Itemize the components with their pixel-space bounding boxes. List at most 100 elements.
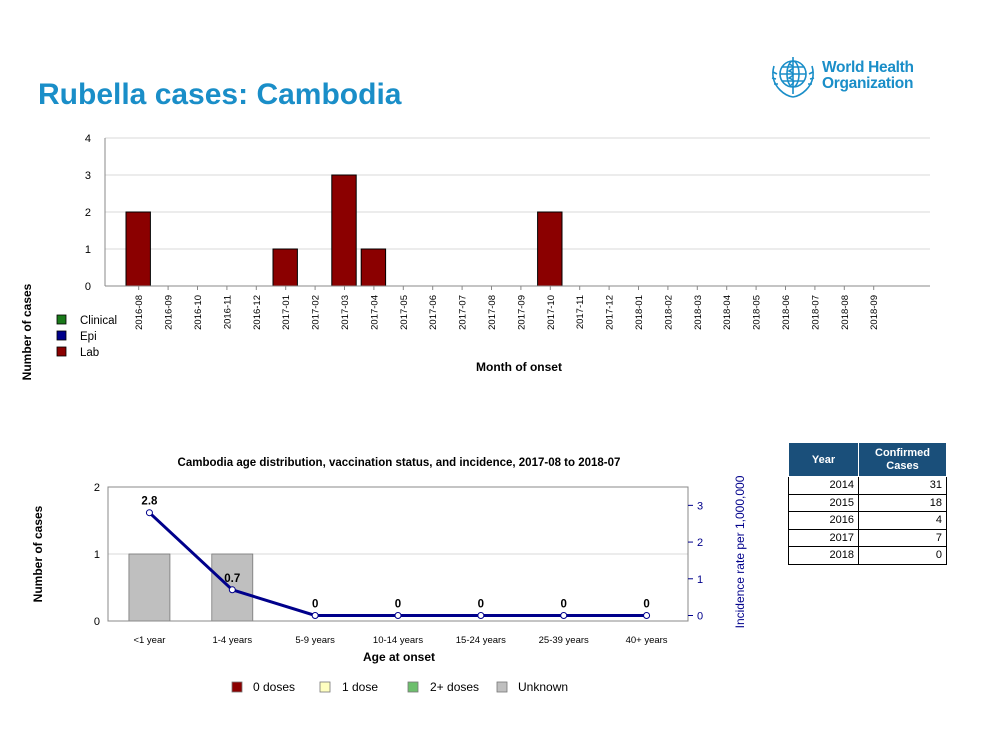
- chart1-ytick-label: 2: [85, 207, 91, 219]
- table-row: 2015 18: [788, 493, 947, 512]
- chart1-xtick-label: 2018-01: [634, 295, 645, 330]
- table-cell-year: 2014: [788, 476, 859, 495]
- chart1-xtick-label: 2017-12: [605, 295, 616, 330]
- chart1-xtick-label: 2018-06: [781, 295, 792, 330]
- table-header-cases: Confirmed Cases: [858, 442, 947, 477]
- chart1-legend-swatch: [56, 314, 67, 325]
- chart2-y2tick-label: 0: [697, 610, 703, 622]
- chart2-gridlines: [108, 486, 688, 555]
- chart2-bar-unknown: [128, 553, 171, 622]
- chart2-xtick-label: 15-24 years: [456, 635, 506, 646]
- chart2-y2label: Incidence rate per 1,000,000: [733, 475, 747, 628]
- chart1-ytick-label: 1: [85, 244, 91, 256]
- chart2-legend-label: Unknown: [518, 680, 568, 694]
- chart1-xtick-label: 2017-07: [458, 295, 469, 330]
- chart1-gridlines: [105, 137, 930, 250]
- chart1-legend: Clinical Epi Lab: [56, 314, 117, 359]
- chart1-xtick-label: 2017-11: [575, 295, 586, 329]
- chart1-xtick-label: 2018-09: [869, 295, 880, 330]
- chart2-legend-label: 0 doses: [253, 680, 295, 694]
- chart1-bar-lab: [360, 248, 387, 287]
- chart2-incidence-point: [228, 586, 236, 594]
- chart1-xtick-label: 2018-03: [693, 295, 704, 330]
- chart2-ytick-label: 0: [94, 616, 100, 628]
- chart1-legend-swatch: [56, 330, 67, 341]
- chart2-legend-swatch: [319, 681, 331, 693]
- chart1-xtick-label: 2018-05: [752, 295, 763, 330]
- chart2-xlabel: Age at onset: [363, 650, 435, 664]
- chart2-incidence-point: [145, 509, 153, 517]
- chart1-ytick-label: 3: [85, 170, 91, 182]
- table-row: 2017 7: [788, 528, 947, 547]
- chart1-bar-lab: [272, 248, 298, 287]
- chart1-axes: 0 1 2 3 4 2016-08 2016-09 2016-10 2016-11 2016-12…: [85, 133, 930, 330]
- chart1-legend-label: Clinical: [80, 315, 117, 327]
- chart2-title: Cambodia age distribution, vaccination s…: [178, 457, 621, 469]
- table-cell-cases: 4: [858, 511, 947, 530]
- chart2-legend-swatch: [407, 681, 419, 693]
- chart2-y2tick-label: 1: [697, 574, 703, 586]
- chart1-ytick-label: 4: [85, 133, 91, 145]
- chart2-incidence-point: [311, 611, 319, 619]
- table-cell-year: 2018: [788, 546, 859, 565]
- chart1-bar-lab: [125, 211, 151, 287]
- chart2-legend-label: 2+ doses: [430, 680, 479, 694]
- table-cell-cases: 18: [858, 493, 947, 512]
- chart1-xtick-label: 2016-10: [193, 295, 204, 330]
- table-cell-year: 2016: [788, 511, 859, 530]
- chart2-xtick-label: 1-4 years: [212, 635, 252, 646]
- chart1-xtick-label: 2018-04: [722, 295, 733, 330]
- chart2-incidence-point: [477, 611, 485, 619]
- chart2-xtick-label: 5-9 years: [295, 635, 335, 646]
- chart2-incidence-label: 0: [643, 598, 649, 610]
- table-header-year: Year: [788, 442, 859, 477]
- chart2-xtick-label: 40+ years: [626, 635, 668, 646]
- table-cell-year: 2017: [788, 528, 859, 547]
- chart2-incidence-label: 2.8: [141, 496, 158, 508]
- chart1-legend-label: Lab: [80, 347, 99, 359]
- chart1-xtick-label: 2017-06: [428, 295, 439, 330]
- chart1-xtick-label: 2018-08: [840, 295, 851, 330]
- chart1-xtick-label: 2016-08: [134, 295, 145, 330]
- chart1-xtick-label: 2016-09: [164, 295, 175, 330]
- chart1-xlabel: Month of onset: [476, 360, 562, 374]
- chart1-xtick-label: 2017-04: [369, 295, 380, 330]
- chart1-xtick-label: 2017-05: [399, 295, 410, 330]
- chart2-ylabel: Number of cases: [31, 505, 45, 602]
- chart1-xtick-label: 2018-07: [810, 295, 821, 330]
- chart1-xtick-label: 2017-01: [281, 295, 292, 330]
- chart1-bar-lab: [331, 174, 357, 287]
- chart2-ytick-label: 1: [94, 549, 100, 561]
- chart1-xtick-label: 2017-09: [516, 295, 527, 330]
- table-cell-cases: 7: [858, 528, 947, 547]
- monthly-cases-chart: 0 1 2 3 4 2016-08 2016-09 2016-10 2016-11 2016-12…: [20, 133, 930, 380]
- chart2-y2tick-label: 3: [697, 500, 703, 512]
- who-logo-text: World Health Organization: [822, 59, 914, 92]
- chart2-y2tick-label: 2: [697, 537, 703, 549]
- chart2-legend: 0 doses 1 dose 2+ doses Unknown: [231, 680, 568, 694]
- chart1-xtick-label: 2017-10: [546, 295, 557, 330]
- who-emblem-icon: [771, 57, 815, 98]
- chart2-legend-swatch: [231, 681, 243, 693]
- chart1-legend-label: Epi: [80, 331, 97, 343]
- chart2-incidence-label: 0.7: [224, 573, 240, 585]
- chart2-incidence-label: 0: [312, 598, 318, 610]
- chart2-plot-frame: [107, 486, 689, 622]
- chart2-axes: 0 1 2 0 1 2 3 <1 year 1-4 years 5-9 years 10-14 ye…: [94, 482, 703, 646]
- chart2-legend-label: 1 dose: [342, 680, 378, 694]
- chart1-bar-lab: [537, 211, 563, 287]
- chart2-incidence-label: 0: [395, 598, 401, 610]
- chart1-xtick-label: 2017-02: [311, 295, 322, 330]
- confirmed-cases-table: Year Confirmed Cases 2014 31 2015 18 2016 4 20…: [788, 442, 947, 565]
- chart2-xtick-label: 10-14 years: [373, 635, 423, 646]
- chart2-ytick-label: 2: [94, 482, 100, 494]
- page-title: Rubella cases: Cambodia: [38, 78, 402, 111]
- chart1-ytick-label: 0: [85, 281, 91, 293]
- table-cell-year: 2015: [788, 493, 859, 512]
- chart1-ylabel: Number of cases: [20, 283, 34, 380]
- chart1-xtick-label: 2016-11: [222, 295, 233, 329]
- chart1-legend-swatch: [56, 346, 67, 357]
- chart2-incidence-point: [643, 611, 651, 619]
- who-logo: World Health Organization: [768, 52, 914, 100]
- table-row: 2014 31: [788, 476, 947, 495]
